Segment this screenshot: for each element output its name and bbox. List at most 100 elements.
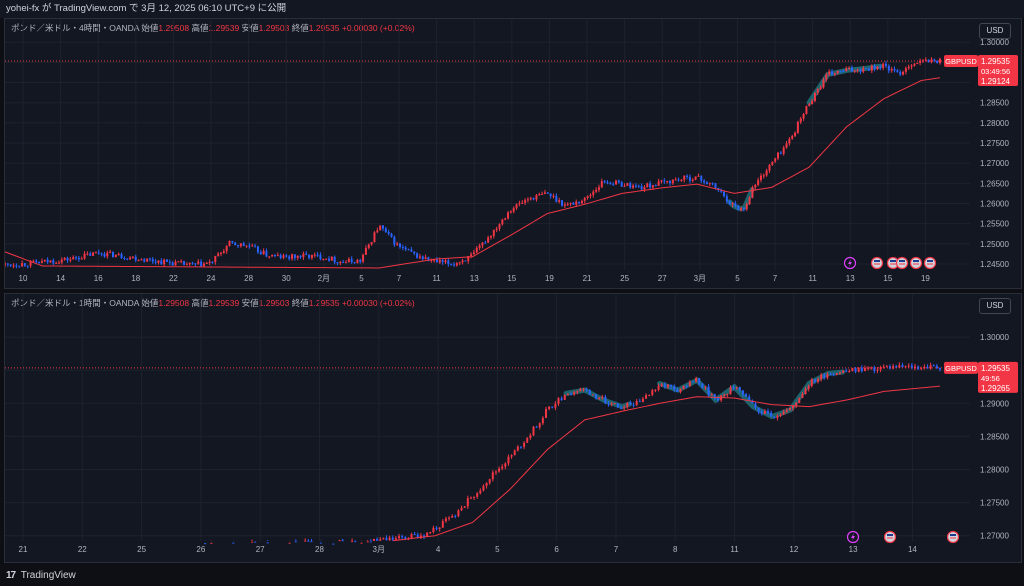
candle-body — [89, 253, 92, 256]
date-tick-label: 19 — [921, 274, 930, 283]
candle-body — [268, 256, 271, 258]
candle-body — [21, 263, 24, 267]
candle-body — [265, 250, 268, 257]
candle-body — [469, 497, 472, 499]
candle-body — [464, 260, 467, 262]
candle-body — [49, 260, 52, 263]
date-tick-label: 7 — [397, 274, 402, 283]
candle-body — [404, 537, 407, 539]
candle-body — [698, 378, 701, 384]
candle-body — [424, 257, 427, 260]
candle-body — [441, 260, 444, 263]
candle-body — [388, 537, 391, 541]
candle-body — [629, 402, 632, 405]
candle-body — [457, 510, 460, 517]
candle-body — [410, 249, 413, 252]
symbol-label: ポンド／米ドル・4時間・OANDA — [11, 23, 139, 33]
candle-body — [23, 263, 26, 266]
candle-body — [338, 540, 341, 542]
candle-body — [729, 387, 732, 395]
candle-body — [35, 260, 38, 263]
candle-body — [898, 364, 901, 368]
currency-button[interactable]: USD — [979, 23, 1011, 39]
candle-body — [501, 219, 504, 225]
candle-body — [919, 60, 922, 63]
price-tick-label: 1.27000 — [980, 532, 1009, 541]
candle-body — [887, 65, 890, 71]
candle-body — [548, 406, 551, 410]
candle-body — [865, 68, 868, 70]
candle-body — [771, 161, 774, 165]
publish-header-text: yohei-fx が TradingView.com で 3月 12, 2025… — [6, 3, 287, 14]
symbol-tag-label: GBPUSD — [945, 364, 977, 373]
candle-body — [489, 236, 492, 238]
price-tick-label: 1.30000 — [980, 38, 1009, 47]
candle-body — [222, 251, 225, 253]
candle-body — [620, 407, 623, 409]
candle-body — [541, 417, 544, 424]
open-value: 1.29508 — [158, 298, 190, 308]
candle-body — [239, 243, 242, 247]
close-label: 終値 — [291, 23, 309, 33]
candle-body — [836, 70, 839, 74]
candle-body — [549, 193, 552, 197]
candle-body — [154, 261, 157, 263]
flag-canton — [887, 534, 893, 536]
candle-body — [646, 183, 649, 188]
date-tick-label: 8 — [673, 545, 678, 554]
candle-body — [799, 118, 802, 123]
ma-value-label: 1.29265 — [981, 384, 1010, 393]
candle-body — [248, 245, 251, 247]
candle-body — [523, 442, 526, 447]
candle-body — [273, 254, 276, 256]
candle-body — [43, 259, 46, 262]
candle-body — [151, 259, 154, 262]
candle-body — [461, 260, 464, 263]
chart-pane-1h[interactable]: ポンド／米ドル・1時間・OANDA 始値1.29508 高値1.29539 安値… — [4, 293, 1022, 563]
candle-body — [387, 232, 390, 234]
publish-header: yohei-fx が TradingView.com で 3月 12, 2025… — [0, 0, 1024, 18]
candle-body — [910, 65, 913, 67]
candle-body — [304, 540, 307, 542]
candle-body — [504, 463, 507, 467]
candle-body — [32, 260, 35, 262]
candle-body — [740, 208, 743, 211]
candle-body — [200, 261, 203, 267]
candle-body — [316, 254, 319, 256]
candle-body — [666, 181, 669, 183]
candle-body — [399, 243, 402, 247]
candle-body — [785, 410, 788, 412]
candle-body — [643, 187, 646, 190]
candle-body — [237, 245, 240, 247]
candle-body — [271, 254, 274, 257]
candle-body — [80, 258, 83, 260]
candle-body — [796, 122, 799, 133]
candle-body — [924, 59, 927, 61]
candle-body — [77, 257, 80, 260]
candle-body — [482, 485, 485, 491]
candle-body — [232, 542, 235, 544]
candle-body — [936, 60, 939, 63]
date-tick-label: 7 — [614, 545, 619, 554]
candle-body — [612, 184, 615, 186]
candle-body — [708, 183, 711, 185]
currency-button[interactable]: USD — [979, 298, 1011, 314]
candle-body — [543, 192, 546, 194]
candle-body — [367, 244, 370, 248]
candle-body — [332, 543, 335, 545]
candle-body — [606, 182, 609, 184]
candle-body — [526, 438, 529, 443]
candle-body — [529, 435, 532, 439]
candle-body — [404, 247, 407, 250]
date-tick-label: 25 — [137, 545, 146, 554]
candle-body — [384, 228, 387, 233]
candle-body — [360, 542, 363, 544]
candle-body — [554, 403, 557, 408]
chart-pane-4h[interactable]: ポンド／米ドル・4時間・OANDA 始値1.29508 高値1.29539 安値… — [4, 18, 1022, 289]
date-tick-label: 19 — [545, 274, 554, 283]
countdown-label: 49:56 — [981, 374, 1000, 383]
candle-body — [521, 202, 524, 204]
candle-body — [776, 415, 779, 418]
candle-body — [381, 225, 384, 229]
candle-body — [620, 182, 623, 187]
